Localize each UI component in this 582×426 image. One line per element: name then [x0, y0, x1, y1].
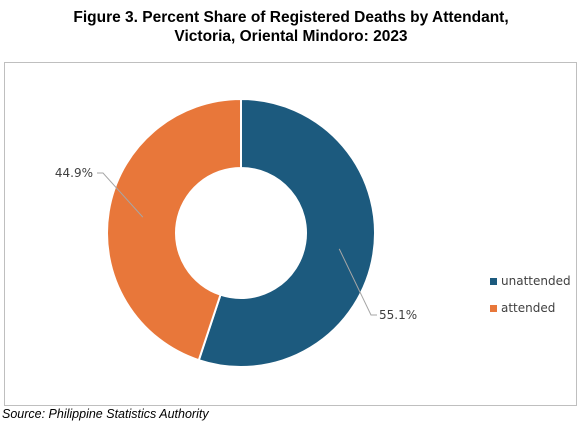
chart-title: Figure 3. Percent Share of Registered De…: [0, 8, 582, 46]
data-label-unattended: 55.1%: [379, 308, 417, 322]
data-label-attended: 44.9%: [55, 166, 93, 180]
donut-chart: 55.1% 44.9%: [55, 97, 417, 368]
legend-label-attended: attended: [501, 301, 556, 315]
chart-area: 55.1% 44.9% unattended attended: [4, 62, 577, 406]
legend-swatch-attended: [490, 304, 497, 312]
donut-slice-unattended: [197, 97, 376, 368]
legend-swatch-unattended: [490, 277, 497, 285]
legend-item-attended: attended: [490, 301, 571, 315]
leader-line-attended: [97, 172, 144, 218]
legend-label-unattended: unattended: [501, 274, 571, 288]
chart-title-line-2: Victoria, Oriental Mindoro: 2023: [174, 28, 408, 45]
legend-item-unattended: unattended: [490, 274, 571, 288]
leader-line-unattended: [338, 248, 377, 316]
legend: unattended attended: [490, 274, 571, 328]
source-note: Source: Philippine Statistics Authority: [2, 407, 209, 421]
donut-slice-attended: [106, 97, 242, 362]
chart-title-line-1: Figure 3. Percent Share of Registered De…: [73, 9, 509, 26]
